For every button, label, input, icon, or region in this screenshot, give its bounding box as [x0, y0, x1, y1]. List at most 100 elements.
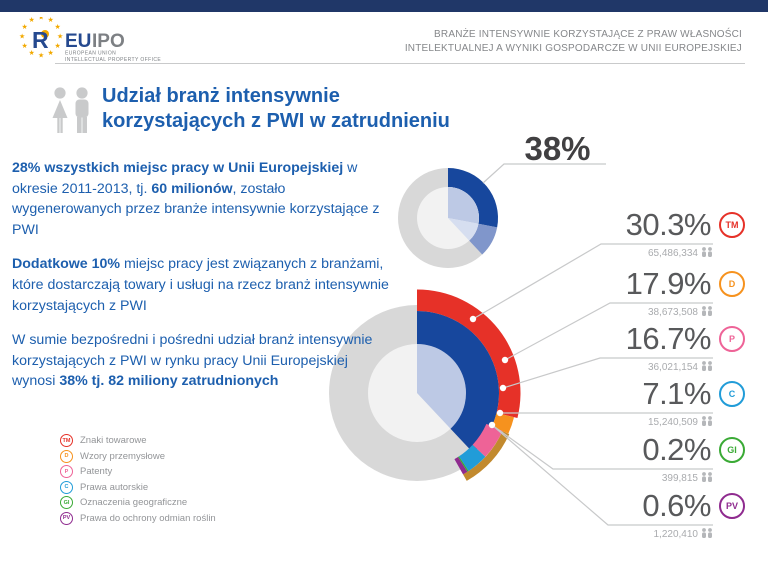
legend-item-c: C Prawa autorskie [60, 480, 216, 496]
legend-label: Prawa autorskie [80, 481, 149, 493]
total-inner-wedge-direct [448, 186, 479, 224]
jobs-count: 15,240,509 [647, 417, 698, 428]
intro-paragraph: W sumie bezpośredni i pośredni udział br… [12, 330, 390, 392]
intro-text-bold: 38% tj. 82 miliony zatrudnionych [59, 373, 279, 390]
gi-badge-icon: GI [60, 496, 73, 510]
marker-dot [488, 421, 496, 429]
share-percent-c: 7.1% [642, 376, 711, 411]
eu-star-icon: ★ [29, 49, 35, 57]
eu-star-icon: ★ [22, 42, 28, 50]
report-tagline: BRANŻE INTENSYWNIE KORZYSTAJĄCE Z PRAW W… [405, 28, 742, 56]
jobs-count: 38,673,508 [647, 307, 698, 318]
tagline-line-1: BRANŻE INTENSYWNIE KORZYSTAJĄCE Z PRAW W… [434, 29, 742, 40]
share-percent-d: 17.9% [625, 266, 712, 301]
legend-label: Oznaczenia geograficzne [80, 497, 188, 509]
tm-badge-icon: TM [60, 434, 73, 448]
share-percent-gi: 0.2% [642, 432, 711, 467]
eu-star-icon: ★ [38, 17, 44, 22]
share-percent-p: 16.7% [625, 321, 712, 356]
leader-line [502, 357, 713, 389]
intro-text-bold: 28% wszystkich miejsc pracy w Unii Europ… [12, 160, 344, 176]
logo-subline-2: INTELLECTUAL PROPERTY OFFICE [65, 57, 161, 63]
eu-star-icon: ★ [22, 23, 28, 31]
eu-star-icon: ★ [29, 17, 35, 24]
total-inner-wedge-indirect [448, 218, 479, 241]
jobs-count: 65,486,334 [647, 248, 698, 259]
d-badge-icon: D [60, 449, 73, 463]
header-divider [55, 63, 745, 64]
leader-line [504, 302, 713, 361]
jobs-people-icon [701, 528, 713, 541]
share-percent-pv: 0.6% [642, 488, 711, 523]
intro-paragraph: 28% wszystkich miejsc pracy w Unii Europ… [12, 158, 390, 240]
c-badge-icon: C [60, 480, 73, 494]
share-percent-tm: 30.3% [625, 207, 712, 242]
c-badge-icon: C [719, 381, 745, 407]
legend-item-d: D Wzory przemysłowe [60, 449, 216, 465]
arc-pv [454, 457, 468, 475]
total-share-label: 38% [524, 130, 591, 167]
main-donut [329, 289, 521, 481]
legend: TM Znaki towarowe D Wzory przemysłowe P Paten… [60, 433, 216, 526]
jobs-count: 399,815 [661, 473, 698, 484]
arc-p [472, 423, 503, 457]
intro-paragraph: Dodatkowe 10% miejsc pracy jest związany… [12, 254, 390, 316]
title-line-2: korzystających z PWI w zatrudnieniu [102, 110, 450, 132]
eu-star-icon: ★ [57, 33, 63, 41]
jobs-people-icon [701, 416, 713, 429]
d-badge-icon: D [719, 271, 745, 297]
arc-gi [457, 456, 469, 472]
main-inner-wedge [417, 344, 466, 429]
pv-badge-icon: PV [719, 493, 745, 519]
logo-eu-text: EU [65, 31, 91, 52]
logo-r-glyph: R [32, 27, 49, 53]
jobs-people-icon [701, 361, 713, 374]
gi-badge-icon: GI [719, 437, 745, 463]
leader-line [491, 424, 713, 470]
jobs-count: 1,220,410 [653, 529, 699, 540]
arc-tm [417, 289, 521, 419]
intro-text-bold: Dodatkowe 10% [12, 256, 121, 273]
intro-text: w okresie 2011-2013, tj. [12, 160, 358, 197]
jobs-count-row: 1,220,410 [540, 528, 713, 541]
leader-lines [472, 163, 713, 526]
jobs-count-row: 38,673,508 [540, 306, 713, 319]
intro-text: miejsc pracy jest związanych z branżami,… [12, 256, 389, 314]
eu-stars-ring: ★ ★★★★★★★★★★★ [19, 17, 63, 60]
jobs-people-icon [701, 306, 713, 319]
logo-dot [41, 30, 49, 38]
jobs-people-icon [701, 247, 713, 260]
eu-star-icon: ★ [48, 17, 54, 24]
legend-item-gi: GI Oznaczenia geograficzne [60, 495, 216, 511]
leader-line [491, 424, 713, 526]
pv-badge-icon: PV [60, 511, 73, 525]
logo-subline-1: EUROPEAN UNION [65, 51, 116, 57]
legend-item-pv: PV Prawa do ochrony odmian roślin [60, 511, 216, 527]
legend-label: Patenty [80, 466, 113, 478]
marker-dot [496, 409, 504, 417]
eu-star-icon: ★ [54, 42, 60, 50]
title-row: Udział branż intensywnie korzystających … [50, 84, 650, 134]
intro-text-bold: 60 milionów [151, 180, 233, 197]
page-title: Udział branż intensywnie korzystających … [102, 84, 650, 134]
overlap-arc [463, 431, 510, 481]
legend-item-tm: TM Znaki towarowe [60, 433, 216, 449]
jobs-people-icon [701, 472, 713, 485]
jobs-count: 36,021,154 [647, 362, 698, 373]
marker-dot [469, 315, 477, 323]
people-icon [52, 87, 89, 133]
total-donut [398, 168, 498, 268]
eu-star-icon: ★ [38, 52, 44, 60]
jobs-count-row: 36,021,154 [540, 361, 713, 374]
leader-line [482, 163, 606, 184]
legend-label: Prawa do ochrony odmian roślin [80, 512, 216, 524]
jobs-count-row: 399,815 [540, 472, 713, 485]
legend-item-p: P Patenty [60, 464, 216, 480]
legend-label: Znaki towarowe [80, 435, 147, 447]
marker-dot [499, 384, 507, 392]
intro-text: W sumie bezpośredni i pośredni udział br… [12, 332, 373, 390]
tagline-line-2: INTELEKTUALNEJ A WYNIKI GOSPODARCZE W UN… [404, 43, 742, 54]
title-line-1: Udział branż intensywnie [102, 85, 340, 107]
